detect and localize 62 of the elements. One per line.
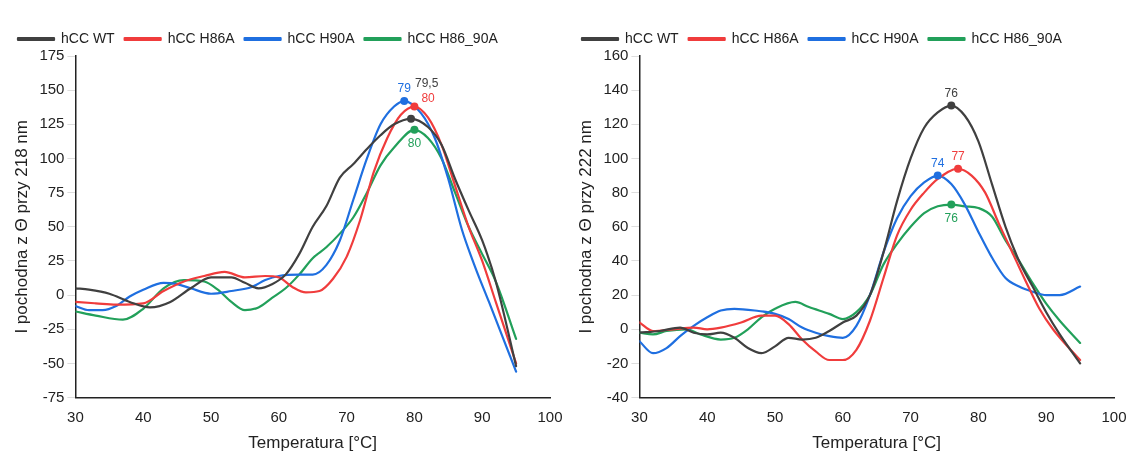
y-tick-label: 100 bbox=[39, 148, 65, 166]
legend-label: hCC H90A bbox=[287, 29, 356, 46]
x-tick-label: 70 bbox=[902, 407, 919, 425]
annotation: 76 bbox=[944, 210, 959, 225]
annotation: 77 bbox=[951, 149, 966, 164]
annotation: 80 bbox=[421, 90, 436, 105]
point bbox=[410, 102, 419, 111]
x-tick-label: 30 bbox=[67, 407, 84, 425]
x-tick-label: 80 bbox=[406, 407, 423, 425]
annotation: 80 bbox=[407, 136, 422, 151]
y-tick-label: -20 bbox=[606, 353, 629, 371]
y-tick-label: 150 bbox=[39, 80, 65, 98]
x-tick-label: 70 bbox=[338, 407, 355, 425]
y-tick-label: -40 bbox=[606, 387, 629, 405]
x-tick-label: 60 bbox=[270, 407, 288, 425]
y-tick-label: 80 bbox=[611, 182, 629, 200]
x-tick-label: 80 bbox=[970, 407, 987, 425]
y-tick-label: -50 bbox=[42, 353, 65, 371]
legend-label: hCC WT bbox=[61, 29, 116, 46]
annotation: 76 bbox=[944, 85, 959, 100]
y-tick-label: 25 bbox=[47, 251, 65, 269]
y-tick-label: 40 bbox=[611, 251, 629, 269]
legend-label: hCC WT bbox=[625, 29, 680, 46]
y-tick-label: 140 bbox=[603, 80, 629, 98]
x-tick-label: 30 bbox=[631, 407, 648, 425]
y-tick-label: 100 bbox=[603, 148, 629, 166]
x-tick-label: 100 bbox=[1101, 407, 1127, 425]
y-tick-label: 60 bbox=[611, 216, 629, 234]
annotation: 74 bbox=[931, 155, 945, 170]
y-tick-label: 125 bbox=[39, 114, 65, 132]
y-tick-label: -25 bbox=[42, 319, 65, 337]
x-axis-title: Temperatura [°C] bbox=[812, 433, 942, 453]
point bbox=[400, 97, 409, 106]
legend-label: hCC H86_90A bbox=[407, 29, 499, 46]
annotation: 79,5 bbox=[415, 76, 439, 91]
y-axis-title: I pochodna z Θ przy 222 nm bbox=[575, 120, 595, 334]
y-tick-label: 0 bbox=[620, 319, 629, 337]
x-tick-label: 40 bbox=[698, 407, 716, 425]
point bbox=[410, 125, 419, 134]
y-tick-label: 120 bbox=[603, 114, 629, 132]
x-tick-label: 50 bbox=[766, 407, 784, 425]
y-tick-label: 175 bbox=[39, 46, 65, 64]
x-tick-label: 90 bbox=[1037, 407, 1055, 425]
x-tick-label: 90 bbox=[473, 407, 491, 425]
point bbox=[407, 114, 416, 123]
x-tick-label: 40 bbox=[134, 407, 152, 425]
y-tick-label: 0 bbox=[56, 285, 65, 303]
x-tick-label: 50 bbox=[202, 407, 220, 425]
y-tick-label: 50 bbox=[47, 216, 65, 234]
x-axis-title: Temperatura [°C] bbox=[248, 433, 378, 453]
x-tick-label: 60 bbox=[834, 407, 852, 425]
y-axis-title: I pochodna z Θ przy 218 nm bbox=[11, 120, 31, 334]
legend-label: hCC H86_90A bbox=[971, 29, 1063, 46]
legend-label: hCC H86A bbox=[167, 29, 236, 46]
y-tick-label: -75 bbox=[42, 387, 65, 405]
legend-label: hCC H90A bbox=[851, 29, 920, 46]
y-tick-label: 160 bbox=[603, 46, 629, 64]
annotation: 79 bbox=[397, 81, 412, 96]
x-tick-label: 100 bbox=[537, 407, 563, 425]
legend-label: hCC H86A bbox=[731, 29, 800, 46]
y-tick-label: 20 bbox=[611, 285, 629, 303]
y-tick-label: 75 bbox=[47, 182, 65, 200]
